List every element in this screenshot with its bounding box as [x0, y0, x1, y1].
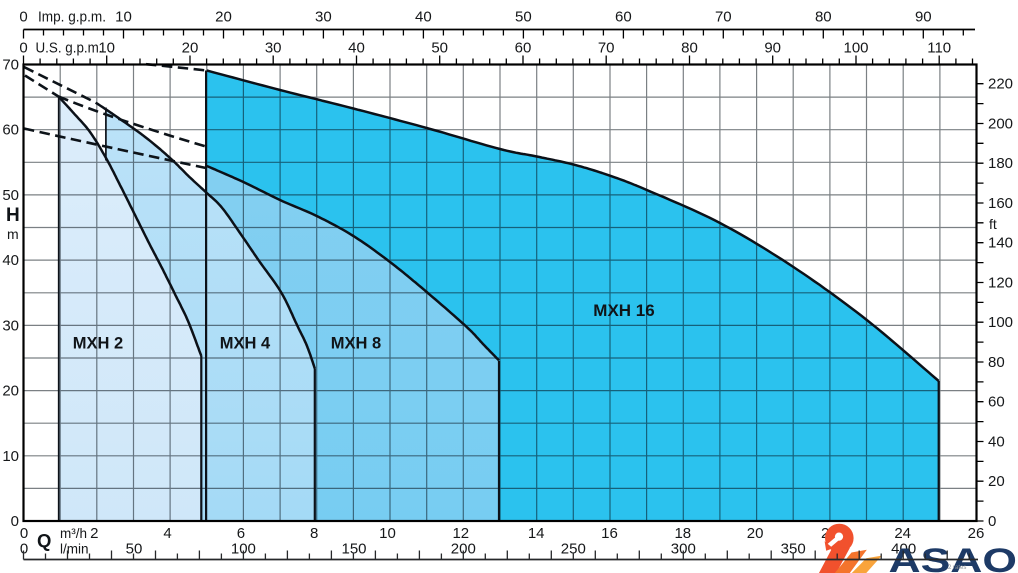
svg-text:60: 60 [615, 9, 632, 26]
svg-text:10: 10 [379, 525, 396, 542]
svg-text:110: 110 [927, 40, 951, 57]
svg-text:100: 100 [231, 541, 256, 558]
svg-text:180: 180 [988, 155, 1013, 172]
svg-text:70: 70 [2, 57, 19, 74]
svg-text:16: 16 [601, 525, 618, 542]
svg-text:200: 200 [988, 116, 1013, 133]
svg-text:4: 4 [163, 525, 171, 542]
svg-text:40: 40 [2, 252, 19, 269]
svg-text:20: 20 [2, 383, 19, 400]
svg-text:Imp. g.p.m.: Imp. g.p.m. [38, 9, 106, 26]
svg-text:50: 50 [2, 187, 19, 204]
svg-text:40: 40 [415, 9, 432, 26]
svg-text:m³/h: m³/h [60, 526, 87, 541]
svg-text:20: 20 [747, 525, 764, 542]
svg-text:20: 20 [988, 473, 1005, 490]
svg-text:12: 12 [452, 525, 469, 542]
svg-text:24: 24 [894, 525, 911, 542]
svg-text:400: 400 [891, 541, 916, 558]
svg-text:20: 20 [215, 9, 232, 26]
svg-text:60: 60 [2, 122, 19, 139]
svg-text:2: 2 [90, 525, 98, 542]
svg-text:100: 100 [843, 40, 868, 57]
svg-text:220: 220 [988, 76, 1013, 93]
svg-text:30: 30 [265, 40, 282, 57]
svg-text:2 rates: 2 rates [948, 565, 966, 571]
svg-text:8: 8 [310, 525, 318, 542]
svg-text:140: 140 [988, 235, 1013, 252]
svg-text:40: 40 [988, 434, 1005, 451]
svg-text:10: 10 [115, 9, 132, 26]
svg-text:20: 20 [182, 40, 199, 57]
svg-text:0: 0 [20, 541, 28, 558]
svg-text:40: 40 [348, 40, 365, 57]
svg-text:50: 50 [431, 40, 448, 57]
svg-text:MXH 2: MXH 2 [73, 335, 123, 353]
svg-text:60: 60 [988, 394, 1005, 411]
svg-text:80: 80 [988, 354, 1005, 371]
svg-text:70: 70 [715, 9, 732, 26]
svg-text:60: 60 [515, 40, 532, 57]
svg-text:10: 10 [2, 448, 19, 465]
svg-text:120: 120 [988, 275, 1013, 292]
svg-text:H: H [6, 205, 20, 226]
svg-text:MXH 16: MXH 16 [593, 301, 654, 320]
svg-text:250: 250 [561, 541, 586, 558]
svg-text:U.S. g.p.m.: U.S. g.p.m. [36, 40, 103, 57]
svg-text:0: 0 [11, 513, 19, 530]
svg-text:100: 100 [988, 314, 1013, 331]
svg-text:6: 6 [237, 525, 245, 542]
svg-text:160: 160 [988, 195, 1013, 212]
svg-text:150: 150 [341, 541, 366, 558]
svg-text:30: 30 [315, 9, 332, 26]
svg-text:90: 90 [915, 9, 932, 26]
svg-text:m: m [7, 226, 19, 242]
svg-text:18: 18 [674, 525, 691, 542]
svg-text:200: 200 [451, 541, 476, 558]
svg-text:80: 80 [681, 40, 698, 57]
svg-text:l/min: l/min [60, 542, 89, 557]
svg-text:0: 0 [19, 40, 27, 57]
svg-text:50: 50 [126, 541, 143, 558]
svg-text:90: 90 [764, 40, 781, 57]
svg-text:ASAO: ASAO [889, 542, 1018, 573]
svg-text:10: 10 [98, 40, 115, 57]
svg-text:0: 0 [20, 525, 28, 542]
svg-text:MXH 8: MXH 8 [331, 335, 381, 353]
svg-text:0: 0 [988, 513, 996, 530]
svg-text:MXH 4: MXH 4 [220, 335, 271, 353]
svg-text:80: 80 [815, 9, 832, 26]
svg-text:Q: Q [37, 530, 51, 551]
svg-text:0: 0 [19, 9, 27, 26]
svg-text:300: 300 [671, 541, 696, 558]
svg-text:14: 14 [528, 525, 545, 542]
svg-text:26: 26 [968, 525, 985, 542]
svg-text:50: 50 [515, 9, 532, 26]
svg-text:30: 30 [2, 317, 19, 334]
svg-text:70: 70 [598, 40, 615, 57]
svg-text:ft: ft [989, 216, 997, 232]
svg-text:350: 350 [781, 541, 806, 558]
